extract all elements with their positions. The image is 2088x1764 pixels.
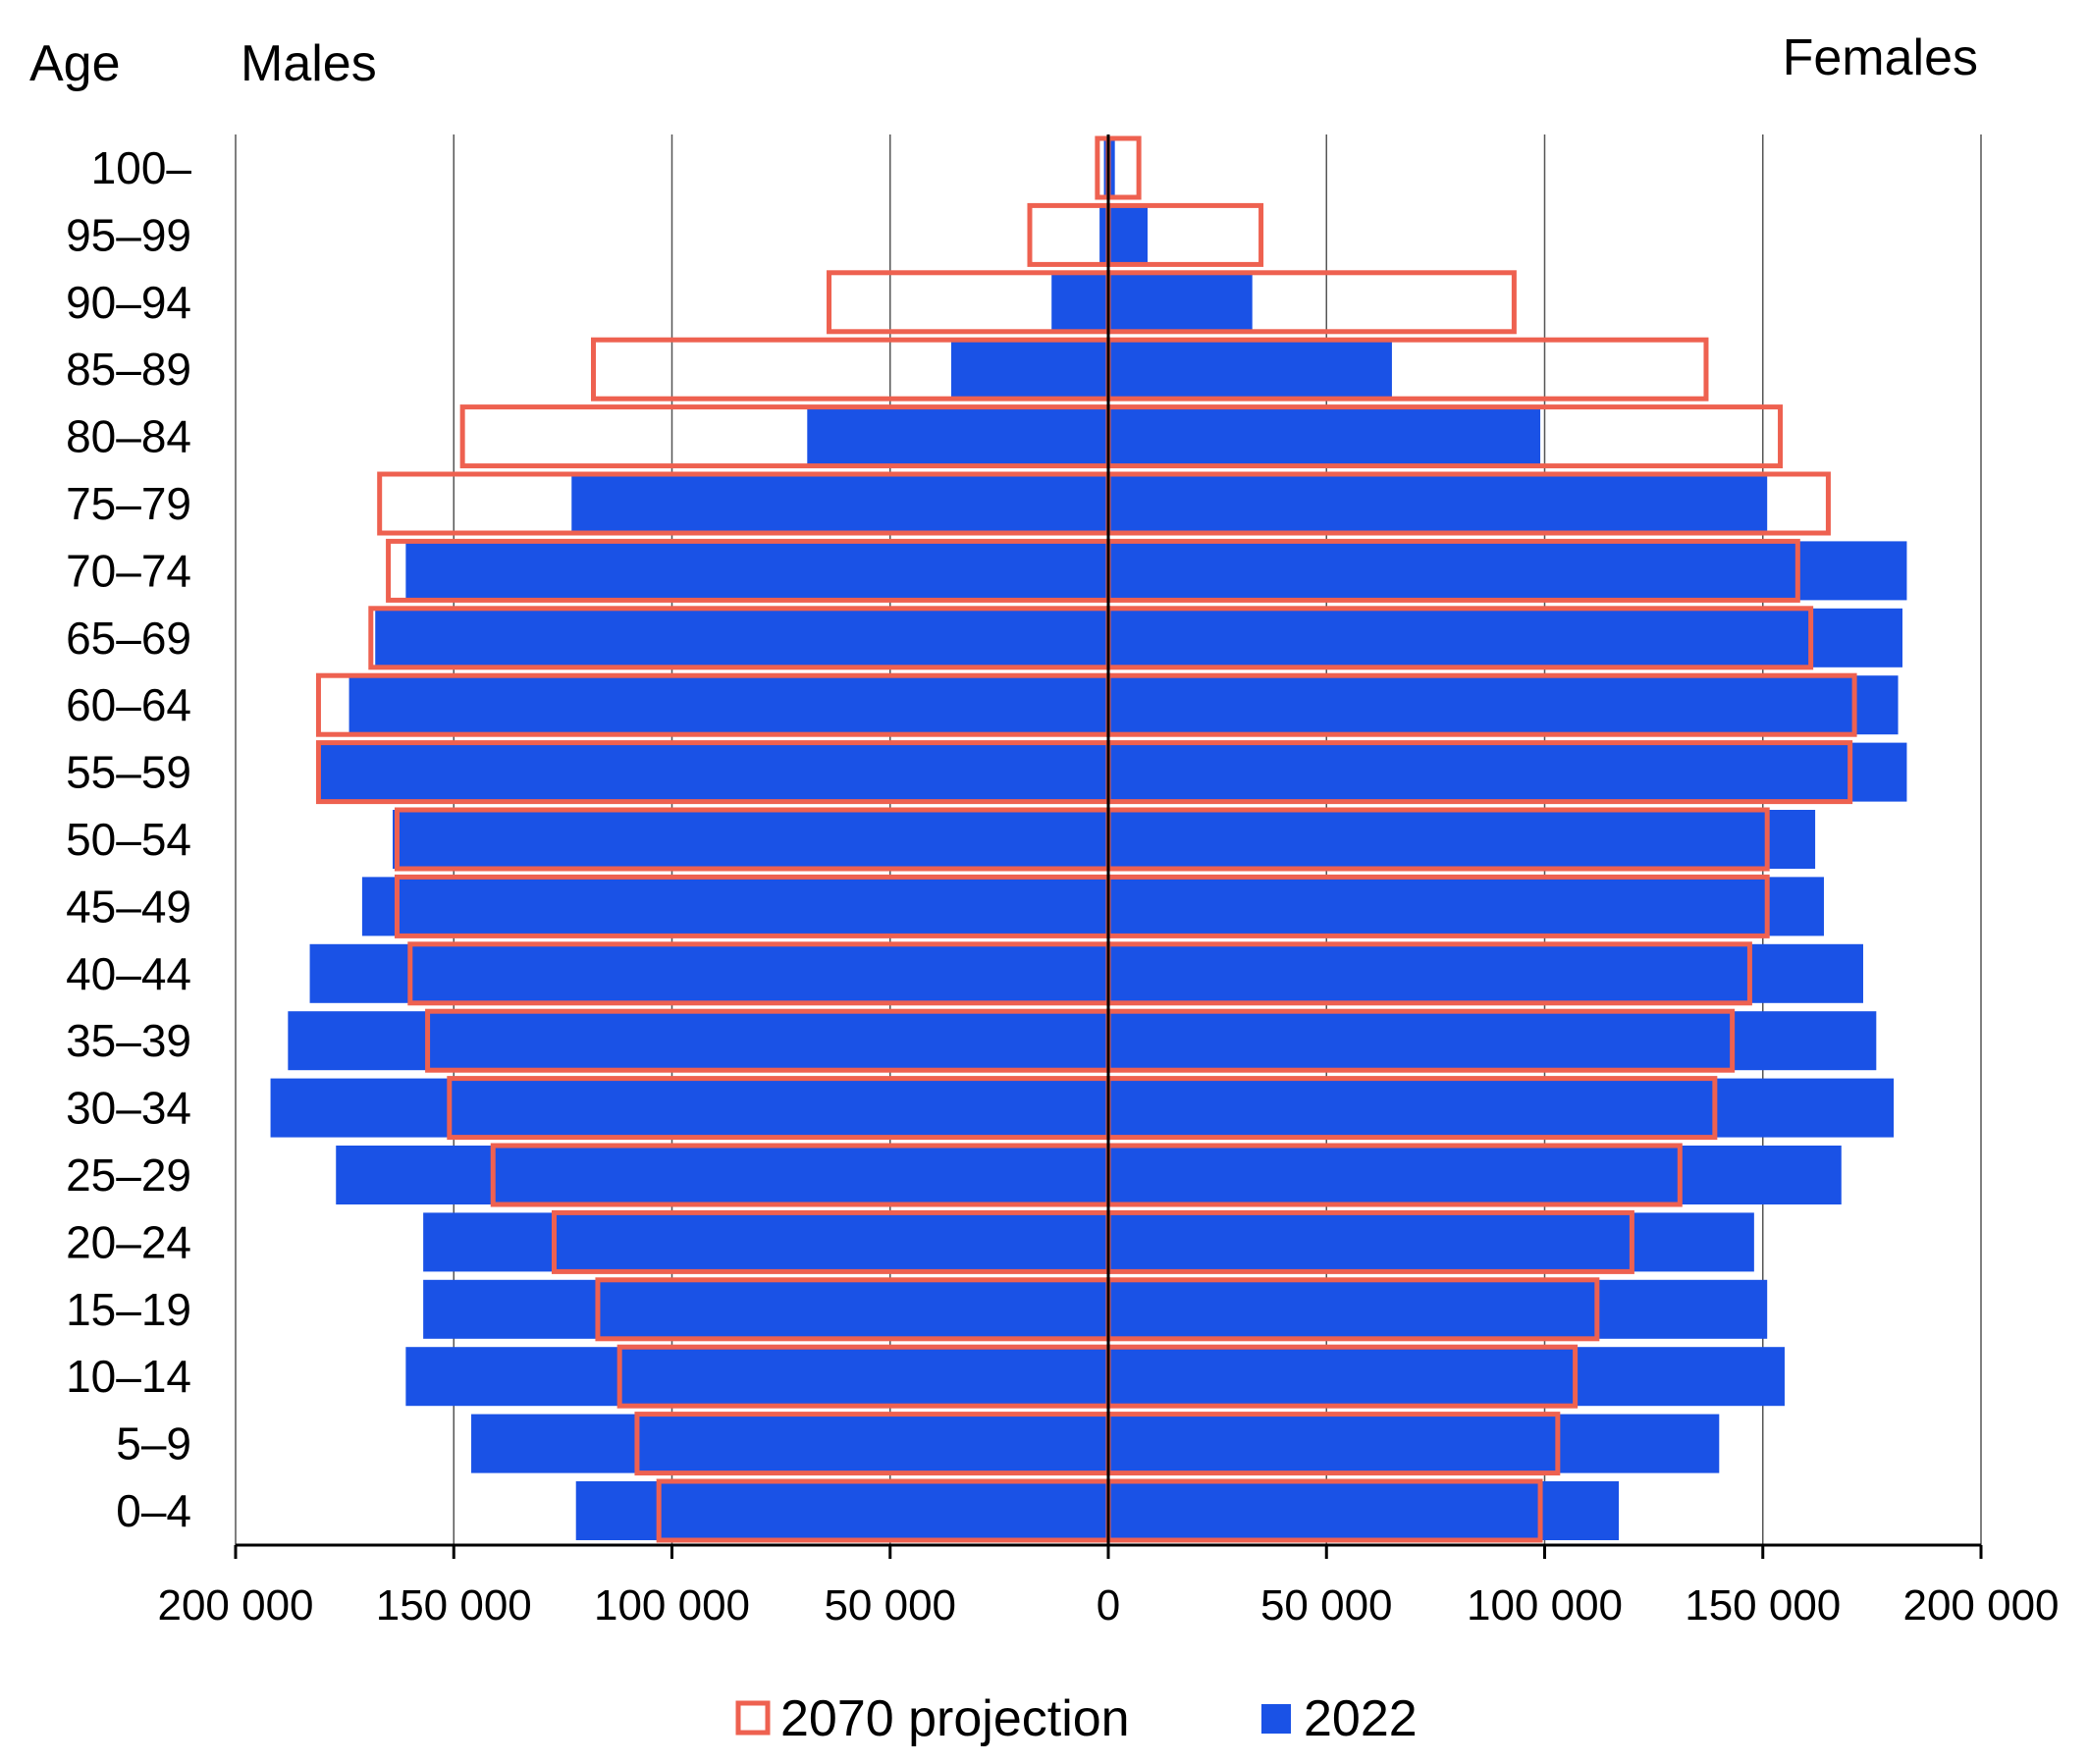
bar-2022-males-5-9: [471, 1414, 1108, 1473]
bar-2022-females-65-69: [1108, 608, 1902, 668]
age-label: 90–94: [66, 277, 191, 328]
x-tick-label: 150 000: [376, 1581, 532, 1630]
age-label: 5–9: [116, 1418, 191, 1470]
bar-2022-males-45-49: [361, 877, 1108, 936]
age-label: 10–14: [66, 1351, 191, 1402]
bar-2022-males-0-4: [575, 1481, 1108, 1540]
age-label: 75–79: [66, 478, 191, 529]
age-axis-title: Age: [29, 35, 121, 92]
legend: 2070 projection 2022: [735, 1690, 1418, 1747]
bar-2022-females-80-84: [1108, 406, 1541, 466]
bar-2022-females-45-49: [1108, 877, 1824, 936]
x-tick-label: 150 000: [1685, 1581, 1841, 1630]
age-label: 50–54: [66, 814, 191, 865]
age-label: 25–29: [66, 1149, 191, 1201]
bar-2022-males-60-64: [348, 675, 1108, 735]
age-label: 15–19: [66, 1284, 191, 1335]
females-title: Females: [1783, 29, 1978, 86]
bar-2022-males-10-14: [405, 1347, 1109, 1407]
males-title: Males: [241, 35, 377, 92]
bar-2070-males-95-99: [1027, 202, 1111, 267]
x-tick-label: 0: [1097, 1581, 1120, 1630]
bar-2022-males-25-29: [336, 1146, 1108, 1204]
bar-2022-females-50-54: [1108, 810, 1816, 869]
age-label: 0–4: [116, 1485, 191, 1536]
age-label: 65–69: [66, 613, 191, 664]
bar-2022-males-80-84: [807, 406, 1108, 466]
legend-swatch-2022: [1261, 1704, 1291, 1734]
bar-2022-males-75-79: [571, 474, 1108, 533]
bar-2022-females-10-14: [1108, 1347, 1785, 1407]
bar-2022-males-15-19: [423, 1279, 1108, 1339]
age-group-labels: 100– 95–99 90–94 85–89 80–84 75–79 70–74 65–69 6…: [66, 142, 191, 1536]
bar-2022-females-15-19: [1108, 1279, 1768, 1339]
bar-2022-females-95-99: [1108, 205, 1149, 265]
bar-2022-males-40-44: [309, 943, 1108, 1003]
bar-2022-females-25-29: [1108, 1146, 1842, 1204]
age-label: 35–39: [66, 1015, 191, 1066]
age-label: 45–49: [66, 881, 191, 932]
age-label: 70–74: [66, 545, 191, 596]
bar-2022-females-30-34: [1108, 1078, 1895, 1138]
bar-2022-females-75-79: [1108, 474, 1768, 533]
bar-2022-males-20-24: [423, 1212, 1108, 1272]
bar-2022-males-50-54: [393, 810, 1108, 869]
x-tick-label: 50 000: [824, 1581, 956, 1630]
x-tick-label: 100 000: [594, 1581, 750, 1630]
x-tick-labels: 200 000 150 000 100 000 50 000 0 50 000 100 00…: [157, 1581, 2059, 1630]
axes: [234, 134, 1983, 1559]
age-label: 40–44: [66, 948, 191, 999]
age-label: 100–: [91, 142, 192, 193]
age-label: 85–89: [66, 344, 191, 395]
bar-2022-females-100-plus: [1108, 138, 1115, 197]
bar-2022-males-85-89: [950, 340, 1108, 400]
bar-2022-males-90-94: [1051, 272, 1108, 332]
age-label: 60–64: [66, 679, 191, 730]
bar-2022-females-20-24: [1108, 1212, 1754, 1272]
bar-2022-females-5-9: [1108, 1414, 1720, 1473]
age-label: 30–34: [66, 1083, 191, 1134]
age-label: 80–84: [66, 411, 191, 462]
x-tick-label: 100 000: [1467, 1581, 1623, 1630]
bar-2022-females-55-59: [1108, 742, 1907, 802]
bar-2022-males-65-69: [375, 608, 1108, 668]
x-tick-label: 200 000: [157, 1581, 313, 1630]
bar-2022-males-55-59: [318, 742, 1109, 802]
bar-2022-males-30-34: [270, 1078, 1108, 1138]
legend-label-2070-projection: 2070 projection: [780, 1690, 1130, 1747]
bar-2022-females-60-64: [1108, 675, 1899, 735]
legend-label-2022: 2022: [1304, 1690, 1418, 1747]
age-label: 95–99: [66, 209, 191, 260]
age-label: 20–24: [66, 1216, 191, 1267]
bar-2022-males-95-99: [1099, 205, 1108, 265]
bar-2022-males-35-39: [288, 1011, 1109, 1071]
bar-2022-females-0-4: [1108, 1481, 1620, 1540]
bar-2022-females-90-94: [1108, 272, 1253, 332]
age-label: 55–59: [66, 747, 191, 798]
bar-2022-females-70-74: [1108, 541, 1907, 601]
bar-2022-females-85-89: [1108, 340, 1392, 400]
bar-2022-females-40-44: [1108, 943, 1863, 1003]
bar-2022-males-70-74: [405, 541, 1109, 601]
x-tick-label: 200 000: [1902, 1581, 2059, 1630]
legend-swatch-2070-projection: [735, 1700, 771, 1736]
x-tick-label: 50 000: [1260, 1581, 1393, 1630]
series-2022-bars: [270, 138, 1907, 1540]
bar-2022-females-35-39: [1108, 1011, 1877, 1071]
